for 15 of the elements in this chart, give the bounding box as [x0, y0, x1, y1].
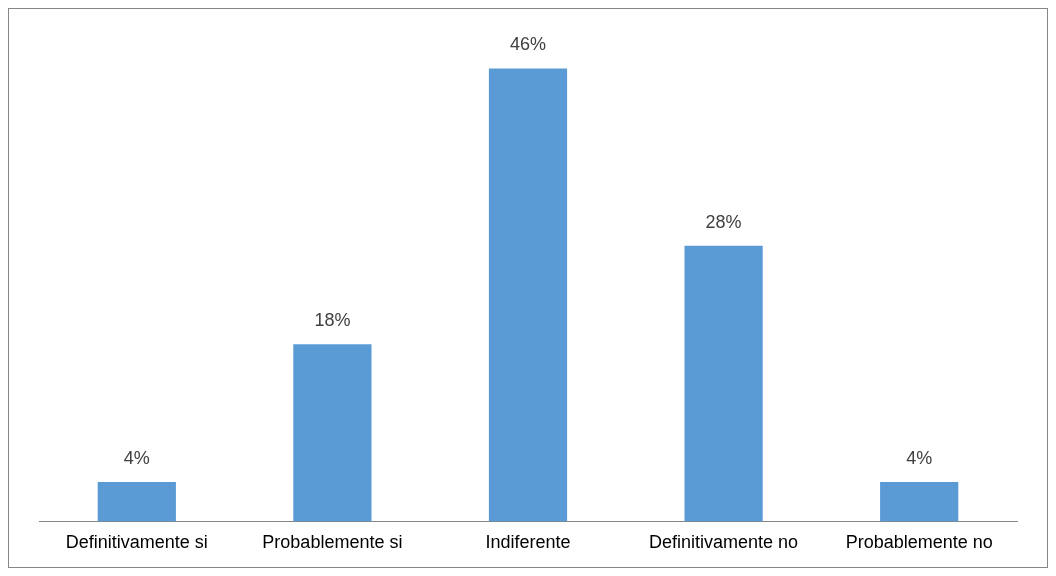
data-label: 46% — [509, 34, 547, 55]
data-label: 28% — [705, 211, 742, 232]
bar — [293, 344, 372, 522]
bar — [97, 482, 176, 522]
bar — [488, 68, 568, 522]
x-tick-label: Probablemente si — [262, 532, 403, 553]
data-label: 4% — [123, 447, 150, 468]
x-tick-label: Indiferente — [485, 532, 571, 553]
bar — [684, 245, 763, 522]
x-tick-label: Definitivamente no — [649, 532, 799, 553]
bar — [880, 482, 959, 522]
data-label: 4% — [906, 447, 933, 468]
x-tick-label: Definitivamente si — [65, 532, 208, 553]
data-label: 18% — [314, 310, 351, 331]
x-tick-label: Probablemente no — [845, 532, 993, 553]
